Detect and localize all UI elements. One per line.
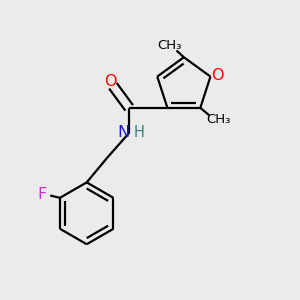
Text: F: F xyxy=(38,188,47,202)
Text: CH₃: CH₃ xyxy=(157,39,181,52)
Text: H: H xyxy=(133,125,144,140)
Text: N: N xyxy=(118,125,130,140)
Text: O: O xyxy=(104,74,116,89)
Text: CH₃: CH₃ xyxy=(206,112,231,125)
Text: O: O xyxy=(211,68,223,83)
